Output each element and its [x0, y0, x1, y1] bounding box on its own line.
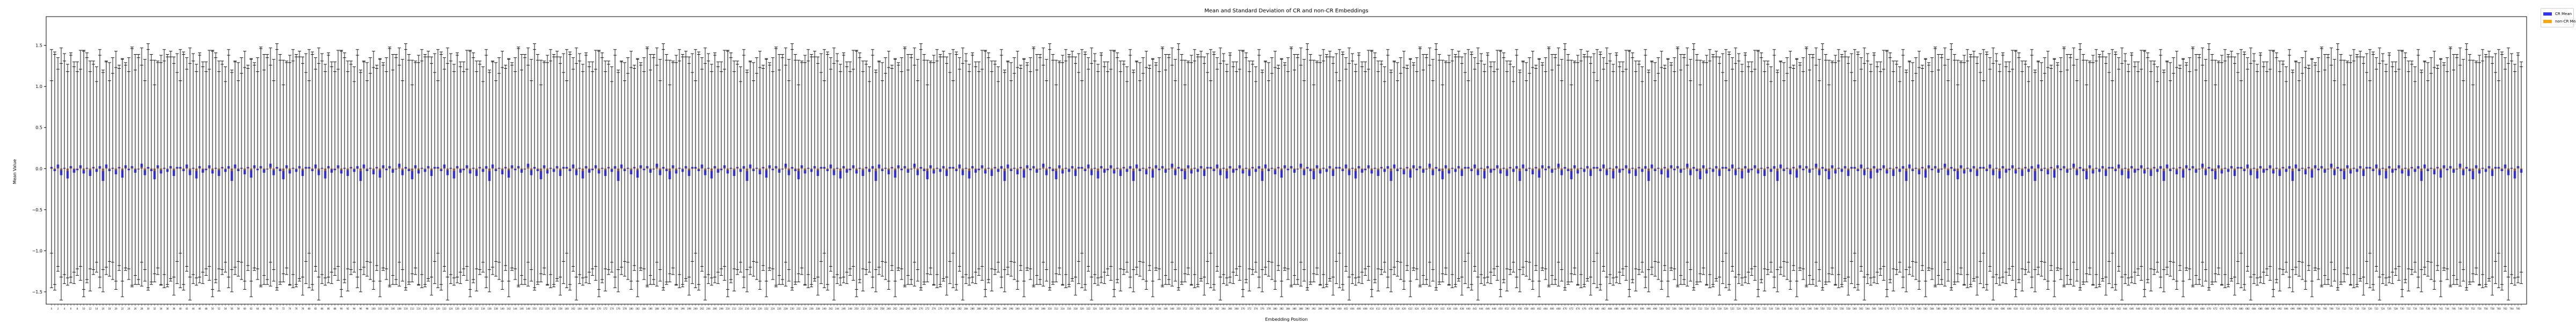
y-axis-label: Mean Value [12, 159, 17, 184]
y-tick-label: 0.5 [35, 126, 42, 130]
y-tick-label: −1.0 [32, 248, 42, 253]
plot-frame [46, 17, 2527, 304]
y-tick-label: −0.5 [32, 208, 42, 212]
y-tick-label: 1.5 [35, 43, 42, 48]
chart-title: Mean and Standard Deviation of CR and no… [1204, 8, 1368, 14]
y-tick-label: −1.5 [32, 290, 42, 294]
x-axis-label: Embedding Position [1265, 317, 1307, 322]
y-tick-label: 1.0 [35, 84, 42, 89]
y-tick-label: 0.0 [35, 166, 42, 171]
